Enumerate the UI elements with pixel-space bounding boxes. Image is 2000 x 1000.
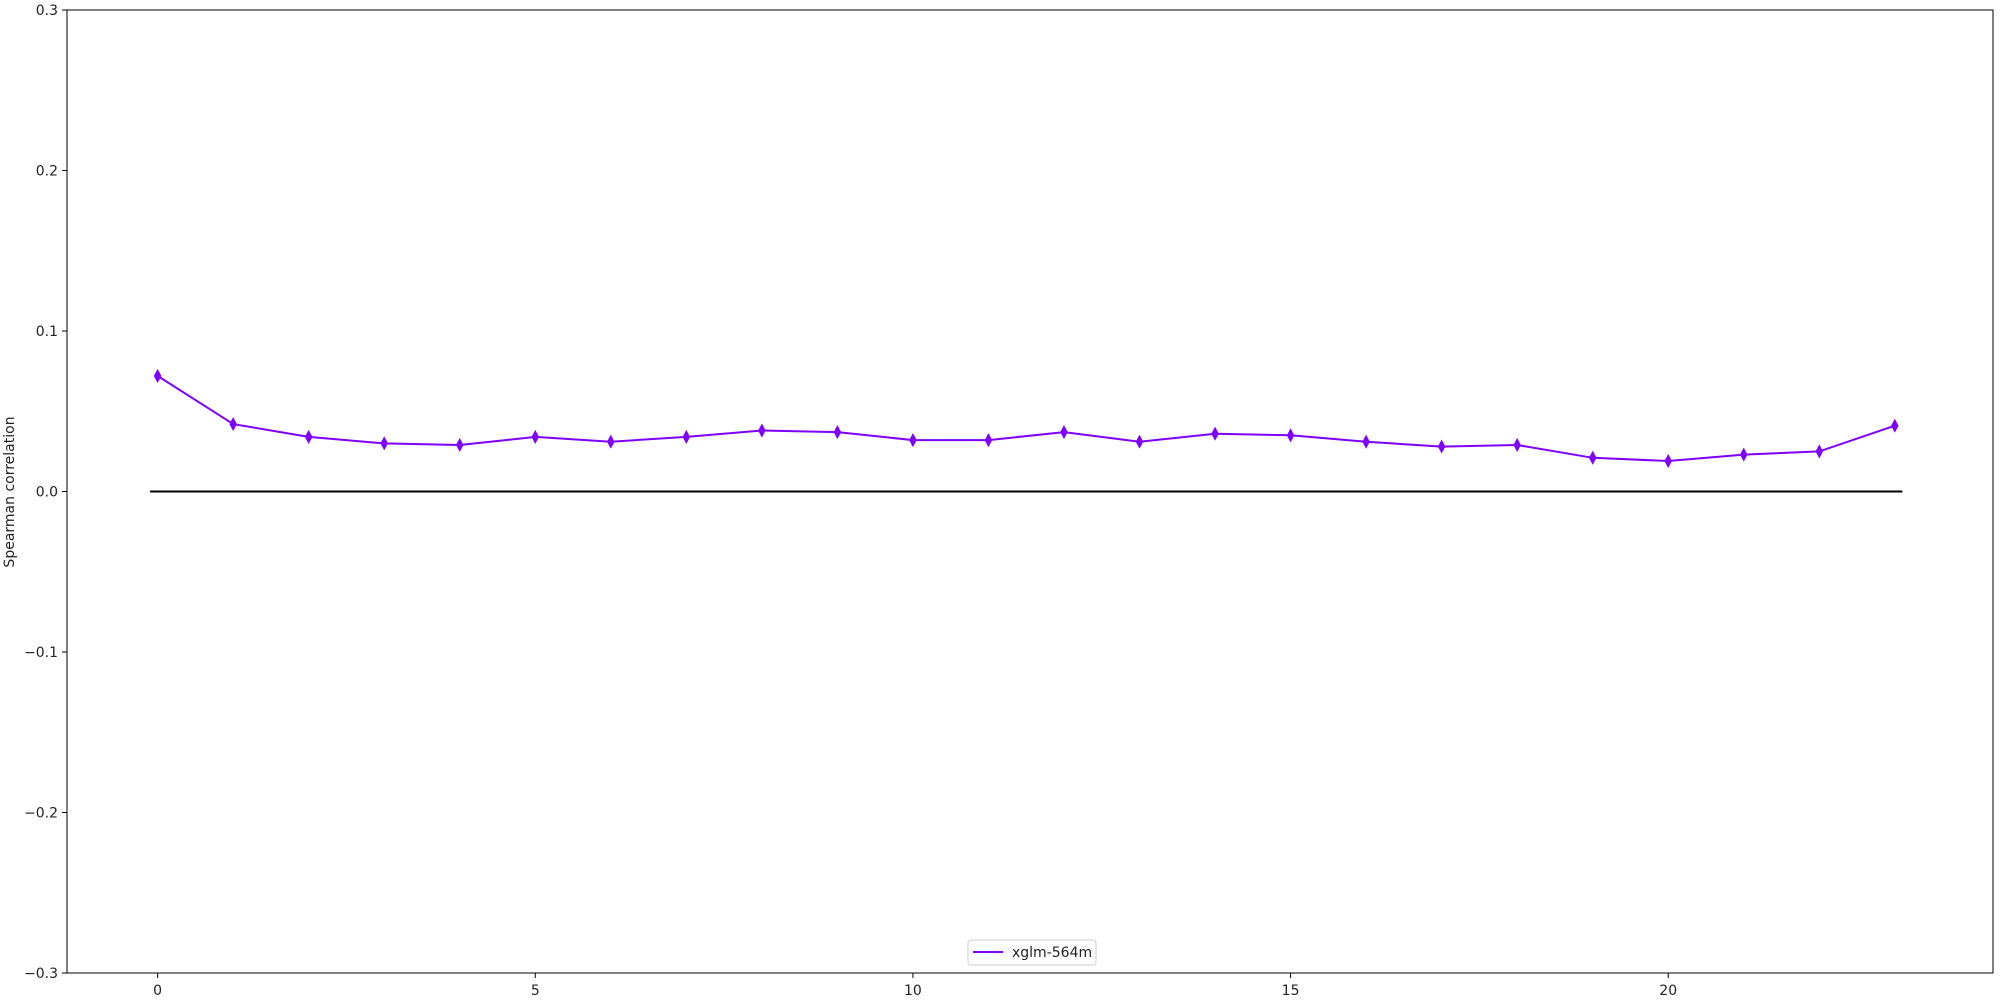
legend-label: xglm-564m xyxy=(1012,945,1092,961)
series-line xyxy=(157,375,1896,463)
data-point xyxy=(1135,434,1144,449)
data-point xyxy=(607,434,615,449)
y-tick-label: 0.1 xyxy=(36,324,58,340)
data-point xyxy=(1664,453,1672,469)
x-tick-label: 20 xyxy=(1659,983,1677,999)
data-point xyxy=(1513,437,1521,453)
data-point xyxy=(758,423,766,438)
legend-frame xyxy=(967,939,1097,966)
x-tick-label: 15 xyxy=(1282,983,1300,999)
data-point xyxy=(1211,426,1219,441)
data-point xyxy=(304,429,313,444)
data-point xyxy=(1891,418,1899,433)
data-point xyxy=(833,425,842,440)
data-point xyxy=(1588,450,1597,465)
data-point xyxy=(682,429,691,444)
y-tick-label: 0.0 xyxy=(36,485,58,501)
data-point xyxy=(1437,439,1446,454)
y-tick-label: 0.2 xyxy=(36,164,58,180)
x-tick-label: 0 xyxy=(153,983,162,999)
data-point xyxy=(153,368,162,384)
x-tick-label: 5 xyxy=(531,983,540,999)
y-tick-label: 0.3 xyxy=(36,3,58,19)
data-point xyxy=(1815,444,1824,459)
data-point xyxy=(1286,428,1295,443)
y-tick-label: −0.1 xyxy=(24,645,58,661)
data-point xyxy=(984,433,993,448)
y-tick-label: −0.3 xyxy=(24,966,58,982)
data-point xyxy=(909,433,917,448)
x-tick-label: 10 xyxy=(904,983,922,999)
series-group xyxy=(153,368,1899,469)
data-point xyxy=(1739,447,1748,462)
data-point xyxy=(531,429,540,444)
data-point xyxy=(380,436,388,451)
y-tick-label: −0.2 xyxy=(24,806,58,822)
axes: −0.3 −0.2 −0.1 0.0 0.1 0.2 0.3 0 5 10 15 20 xyxy=(24,3,1994,999)
data-point xyxy=(229,417,237,432)
legend: xglm-564m xyxy=(967,939,1097,966)
data-point xyxy=(1362,434,1370,449)
data-point xyxy=(1060,425,1068,440)
y-axis-title: Spearman correlation xyxy=(2,416,18,567)
data-point xyxy=(455,437,464,453)
